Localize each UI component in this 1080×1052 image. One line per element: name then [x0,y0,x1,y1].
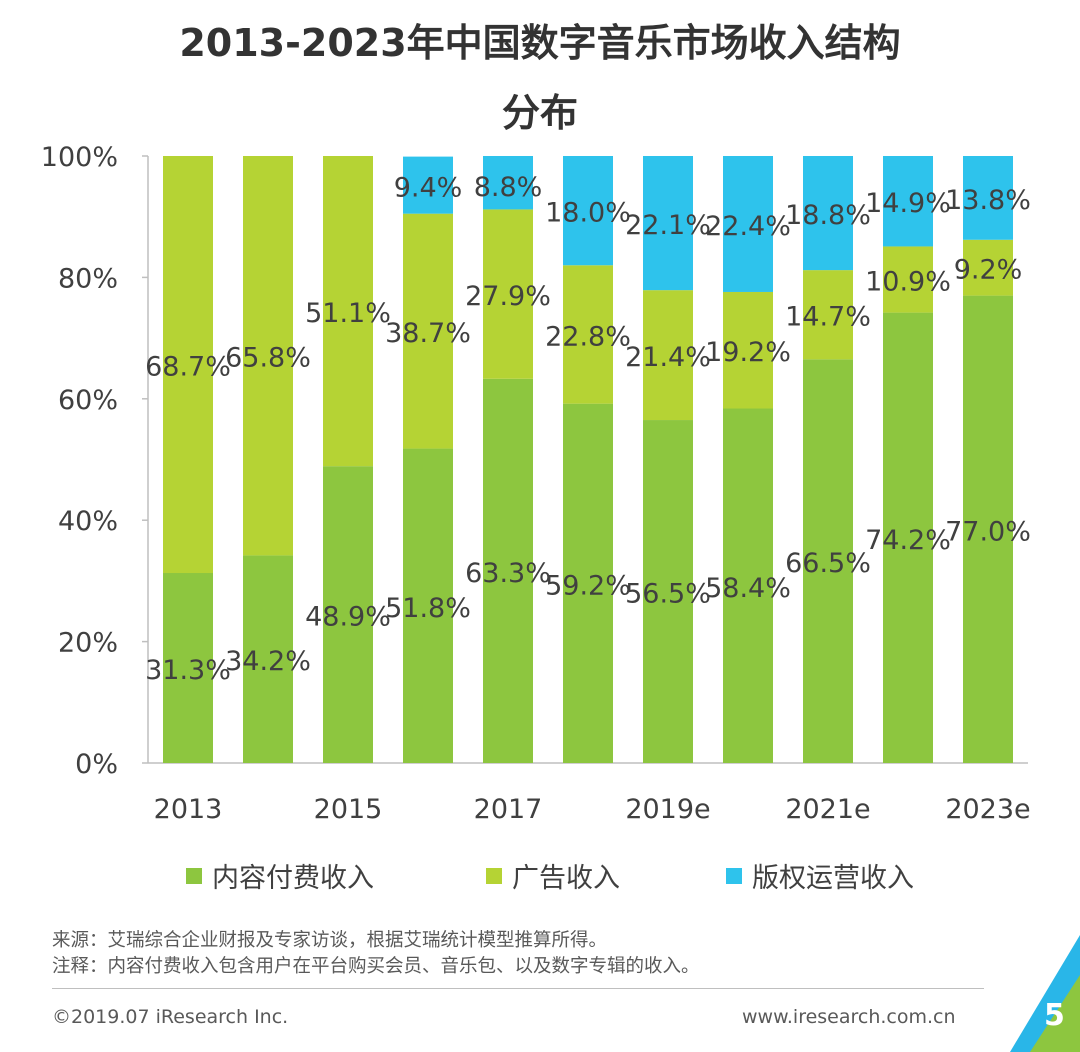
data-label-content-paid: 56.5% [625,579,711,610]
bar-segment-content-paid [243,555,293,763]
bar-segment-copyright-ops [723,156,773,292]
bar-segment-content-paid [643,420,693,763]
chart-title: 2013-2023年中国数字音乐市场收入结构 分布 [40,18,1040,138]
bar-segment-advertising [403,213,453,449]
bar-segment-content-paid [883,312,933,763]
bar-segment-content-paid [563,403,613,763]
data-label-advertising: 19.2% [705,337,791,368]
data-label-content-paid: 74.2% [865,525,951,556]
legend-swatch-advertising [486,867,502,884]
bar-segment-content-paid [403,448,453,763]
x-tick-label: 2017 [474,794,543,825]
data-label-copyright-ops: 22.4% [705,211,791,242]
data-label-copyright-ops: 13.8% [945,185,1031,216]
data-label-content-paid: 58.4% [705,573,791,604]
data-label-advertising: 9.2% [954,255,1023,286]
bar-segment-content-paid [483,378,533,763]
chart-title-line2: 分布 [501,91,578,135]
x-tick-label: 2019e [625,794,710,825]
data-label-content-paid: 51.8% [385,593,471,624]
y-tick-label: 100% [41,142,118,173]
data-label-advertising: 10.9% [865,267,951,298]
corner-blue-shape [1010,935,1080,1052]
bar-segment-copyright-ops [403,156,453,214]
y-tick-label: 40% [58,506,118,537]
bar-segment-content-paid [963,295,1013,763]
data-label-copyright-ops: 8.8% [474,172,543,203]
bar-segment-copyright-ops [883,156,933,247]
data-label-advertising: 68.7% [145,352,231,383]
chart-legend: 内容付费收入 广告收入 版权运营收入 [0,856,1080,896]
data-label-advertising: 21.4% [625,342,711,373]
data-label-content-paid: 63.3% [465,558,551,589]
x-tick-label: 2013 [154,794,223,825]
bar-segment-advertising [723,291,773,409]
data-label-content-paid: 31.3% [145,655,231,686]
legend-swatch-copyright-ops [726,867,742,884]
bar-segment-advertising [483,209,533,379]
stacked-bar-chart: 0% 20% 40% 60% 80% 100% 31.3% 68.7% 34.2% 65.8% 48… [41,142,1031,825]
x-tick-label: 2021e [785,794,870,825]
data-label-content-paid: 34.2% [225,646,311,677]
data-label-advertising: 27.9% [465,281,551,312]
y-tick-label: 60% [58,385,118,416]
footer-website: www.iresearch.com.cn [742,1006,956,1028]
x-tick-label: 2015 [314,794,383,825]
legend-label-advertising: 广告收入 [512,863,620,894]
bar-segment-advertising [643,290,693,421]
bar-segment-content-paid [323,466,373,763]
bar-segment-copyright-ops [483,156,533,210]
data-label-advertising: 38.7% [385,318,471,349]
bar-segment-copyright-ops [563,156,613,266]
page-number: 5 [1044,998,1065,1033]
bar-segment-content-paid [163,573,213,763]
chart-title-line1: 2013-2023年中国数字音乐市场收入结构 [179,21,901,65]
data-label-copyright-ops: 9.4% [394,173,463,204]
data-label-advertising: 65.8% [225,343,311,374]
legend-label-copyright-ops: 版权运营收入 [752,863,914,894]
bar-segment-advertising [323,156,373,467]
bar-segment-content-paid [723,408,773,763]
bar-segment-advertising [243,156,293,556]
data-label-content-paid: 77.0% [945,516,1031,547]
data-label-advertising: 14.7% [785,302,871,333]
bar-segment-copyright-ops [963,156,1013,240]
bar-segment-advertising [963,239,1013,296]
data-label-copyright-ops: 14.9% [865,188,951,219]
data-label-content-paid: 59.2% [545,570,631,601]
data-label-content-paid: 48.9% [305,602,391,633]
y-tick-label: 80% [58,263,118,294]
data-label-copyright-ops: 18.8% [785,200,871,231]
legend-label-content-paid: 内容付费收入 [212,863,374,894]
legend-item-content-paid: 内容付费收入 [186,856,374,895]
bar-segment-advertising [563,265,613,404]
bar-segment-copyright-ops [803,156,853,271]
legend-item-advertising: 广告收入 [486,856,620,895]
annotation-line: 注释：内容付费收入包含用户在平台购买会员、音乐包、以及数字专辑的收入。 [52,956,700,977]
footer-copyright: ©2019.07 iResearch Inc. [52,1006,289,1028]
legend-item-copyright-ops: 版权运营收入 [726,856,914,895]
y-tick-label: 20% [58,628,118,659]
source-line: 来源：艾瑞综合企业财报及专家访谈，根据艾瑞统计模型推算所得。 [52,930,608,951]
bar-segment-advertising [803,270,853,360]
y-tick-label: 0% [75,749,118,780]
data-label-advertising: 51.1% [305,298,391,329]
bar-segment-advertising [163,156,213,574]
data-label-advertising: 22.8% [545,321,631,352]
source-note: 来源：艾瑞综合企业财报及专家访谈，根据艾瑞统计模型推算所得。 注释：内容付费收入… [52,928,700,980]
footer-divider [52,988,984,989]
data-label-copyright-ops: 18.0% [545,198,631,229]
data-label-copyright-ops: 22.1% [625,210,711,241]
data-label-content-paid: 66.5% [785,548,871,579]
x-tick-label: 2023e [945,794,1030,825]
bar-segment-content-paid [803,359,853,763]
bar-segment-advertising [883,246,933,313]
legend-swatch-content-paid [186,867,202,884]
bar-segment-copyright-ops [643,156,693,291]
